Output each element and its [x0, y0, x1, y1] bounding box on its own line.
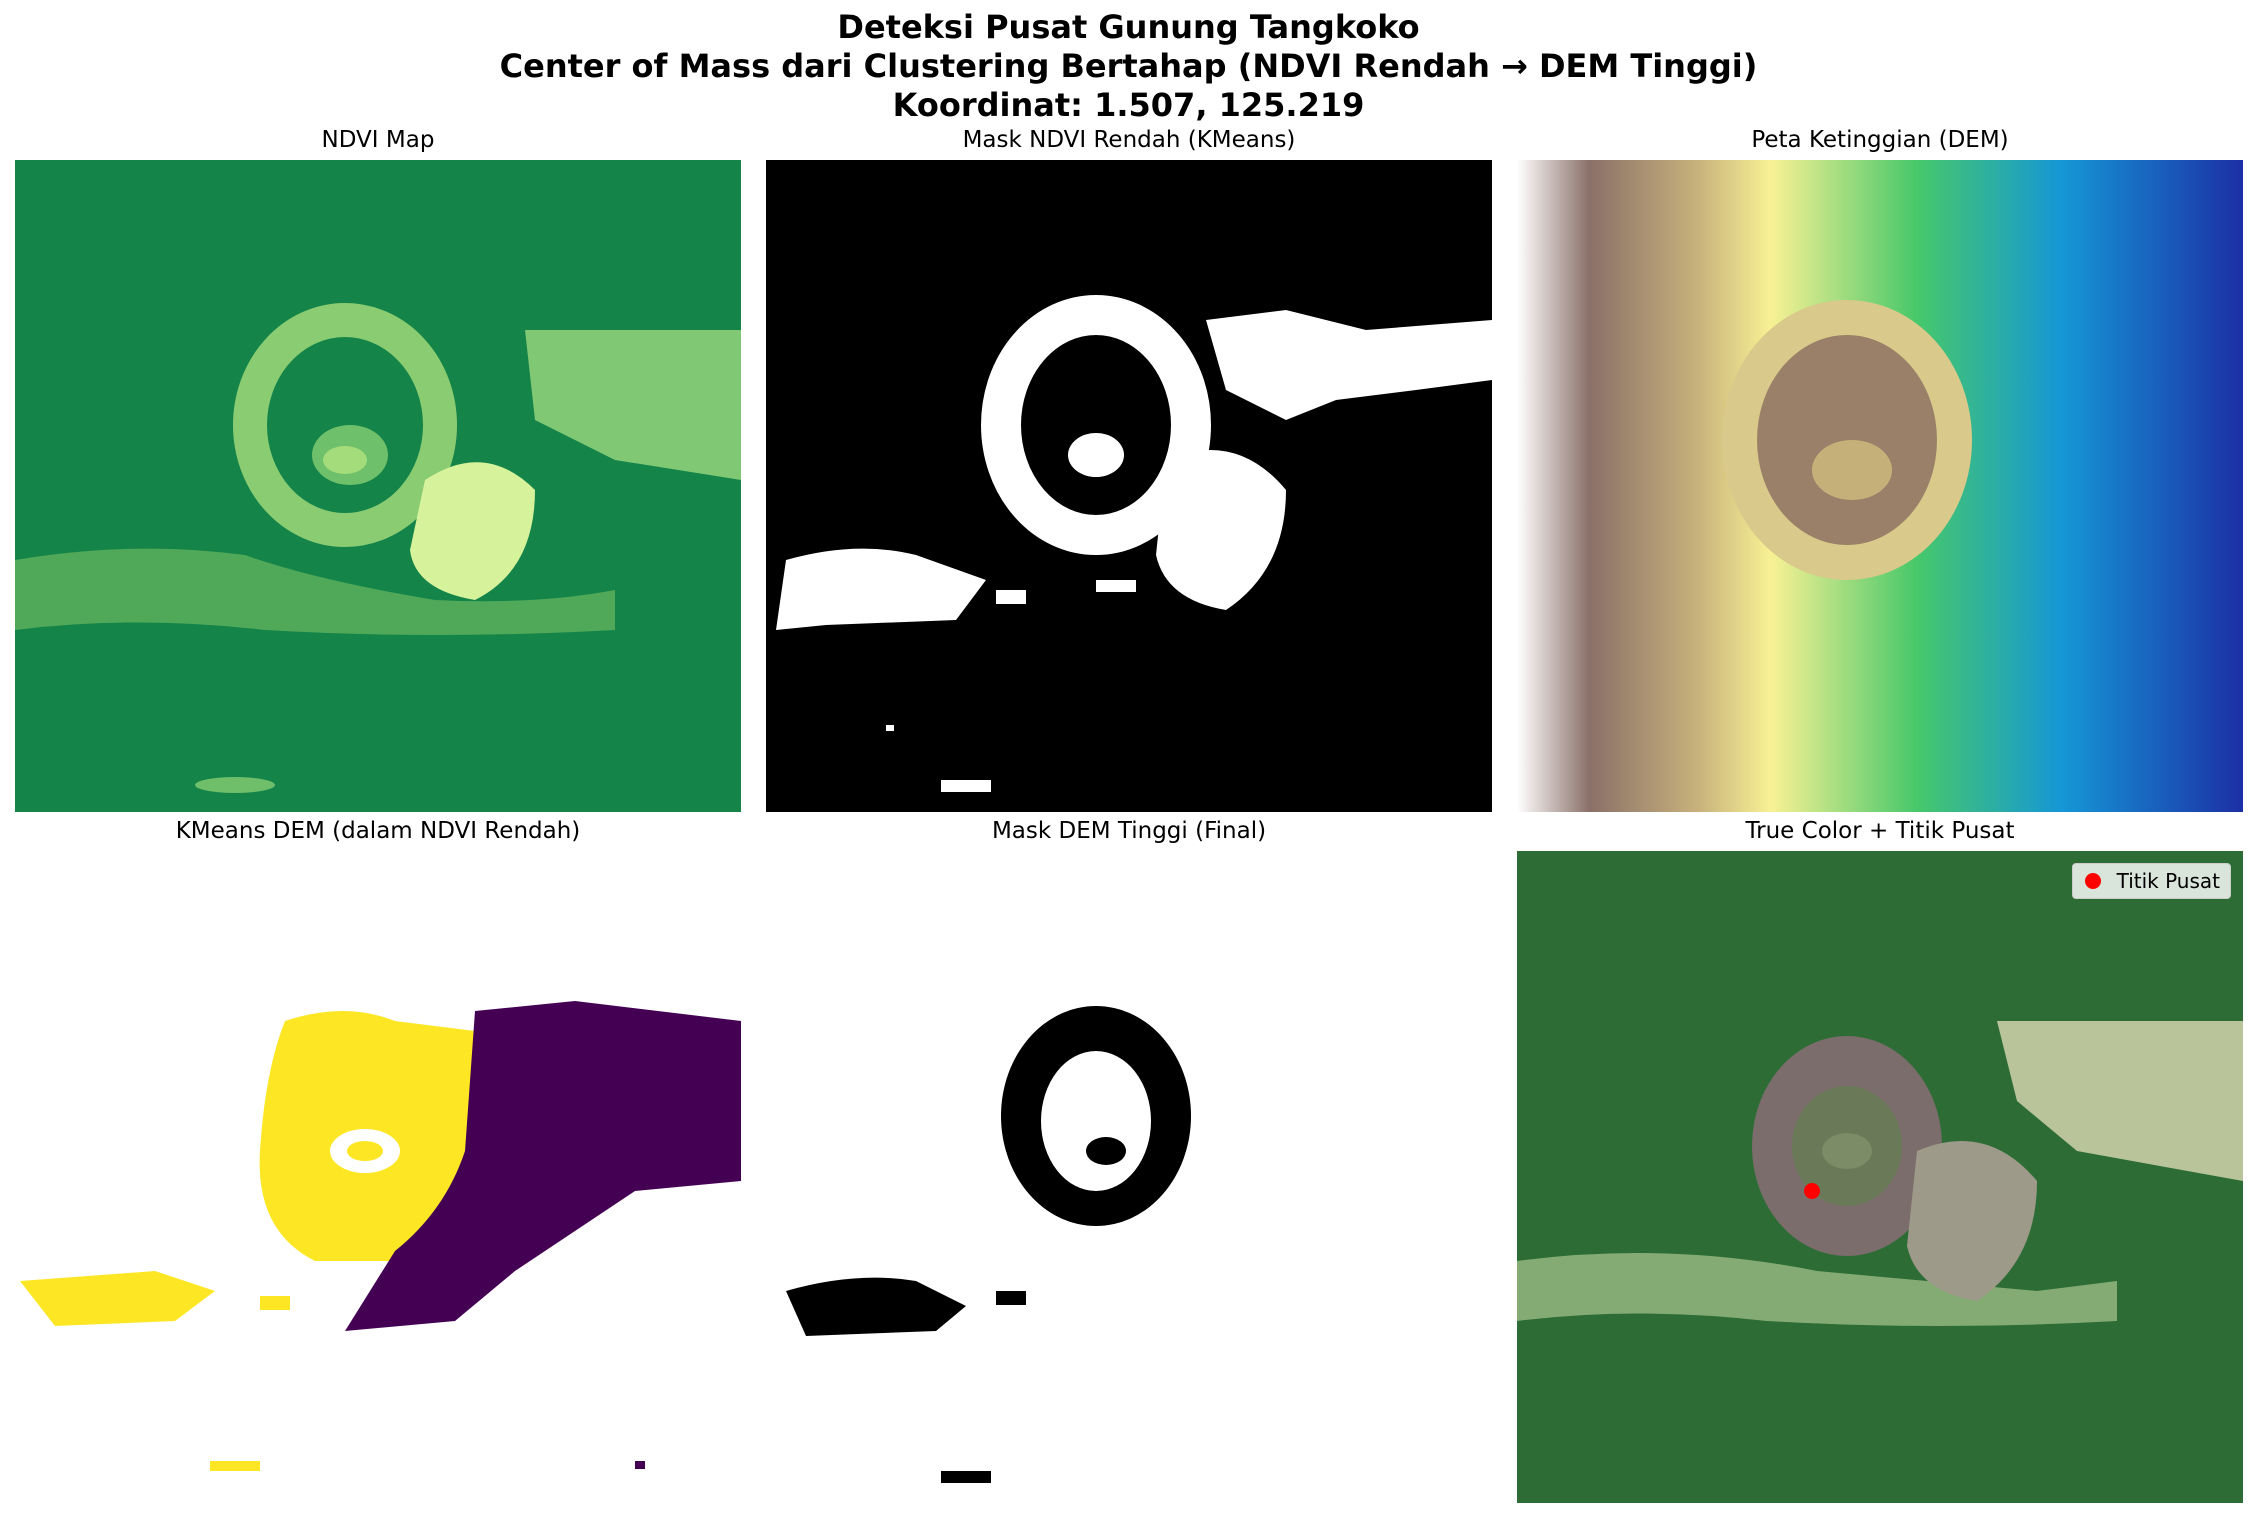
suptitle-line-3: Koordinat: 1.507, 125.219	[892, 86, 1365, 124]
mask-dem-panel	[766, 851, 1492, 1503]
panel-title-ndvi: NDVI Map	[321, 127, 435, 153]
panel-title-dem: Peta Ketinggian (DEM)	[1751, 127, 2009, 153]
legend-marker	[2084, 873, 2101, 889]
panel-title-mask-ndvi: Mask NDVI Rendah (KMeans)	[962, 127, 1296, 153]
legend: Titik Pusat	[2071, 863, 2231, 899]
suptitle-line-1: Deteksi Pusat Gunung Tangkoko	[837, 8, 1420, 46]
center-point-marker	[1804, 1183, 1820, 1199]
kmeans-dem-panel	[15, 851, 741, 1503]
panel-title-mask-dem: Mask DEM Tinggi (Final)	[991, 818, 1267, 844]
ndvi-map-panel	[15, 160, 741, 812]
suptitle-line-2: Center of Mass dari Clustering Bertahap …	[499, 47, 1758, 85]
true-color-panel: Titik Pusat	[1517, 851, 2243, 1503]
mask-ndvi-panel	[766, 160, 1492, 812]
panel-title-kmeans-dem: KMeans DEM (dalam NDVI Rendah)	[175, 818, 581, 844]
legend-label: Titik Pusat	[2116, 869, 2220, 893]
panel-title-true-color: True Color + Titik Pusat	[1745, 818, 2015, 844]
dem-panel	[1517, 160, 2243, 812]
